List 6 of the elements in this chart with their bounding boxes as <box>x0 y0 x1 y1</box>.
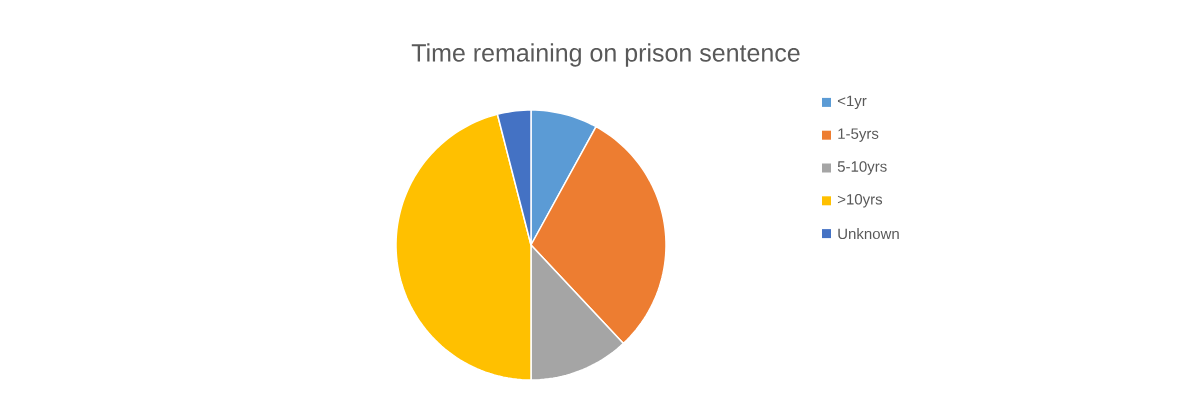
legend-label: <1yr <box>837 95 867 110</box>
chart-title: Time remaining on prison sentence <box>411 43 800 67</box>
legend-label: 5-10yrs <box>837 161 887 175</box>
legend-label: >10yrs <box>837 194 883 208</box>
legend-label: Unknown <box>838 228 899 240</box>
legend-label: 1-5yrs <box>838 128 879 142</box>
